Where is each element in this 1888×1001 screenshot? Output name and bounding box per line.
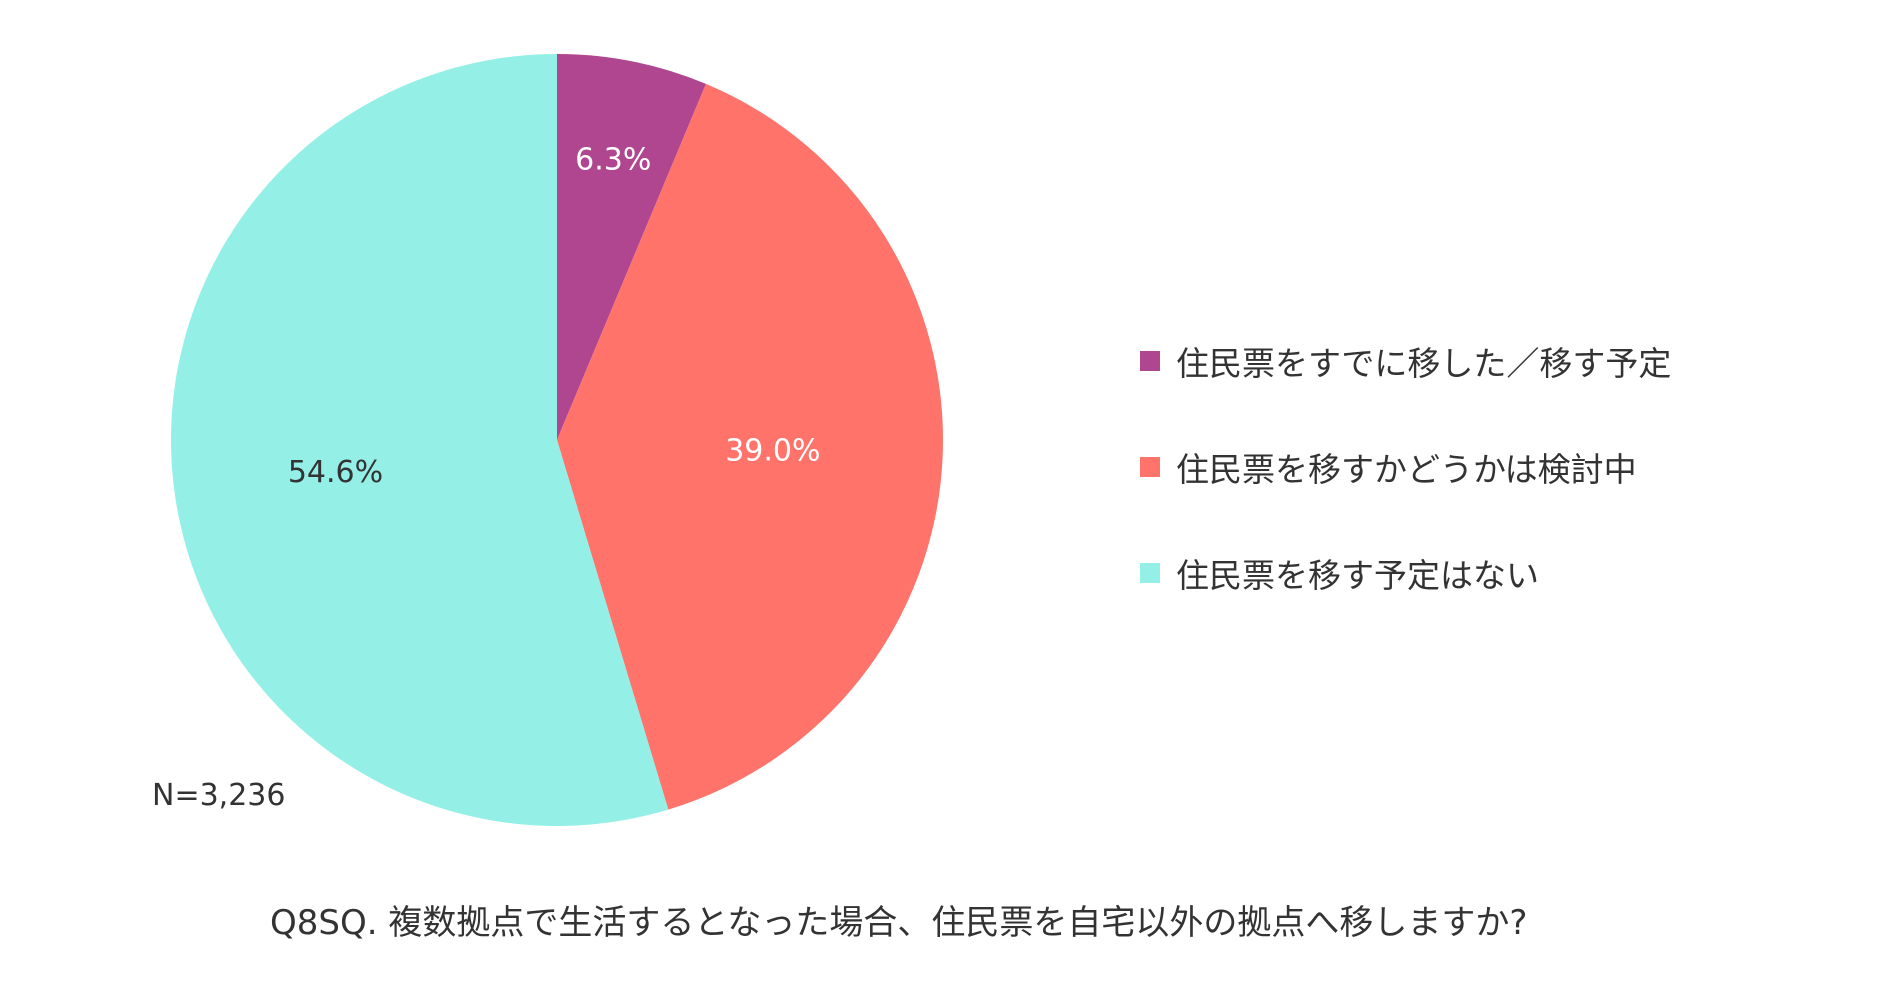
legend-item-no-plan: 住民票を移す予定はない [1140, 552, 1671, 595]
legend-label-considering: 住民票を移すかどうかは検討中 [1176, 450, 1637, 489]
legend-item-moved: 住民票をすでに移した／移す予定 [1140, 340, 1672, 383]
pie-slices [171, 54, 944, 826]
legend-label-moved: 住民票をすでに移した／移す予定 [1176, 344, 1672, 383]
pie-slice-moved [557, 54, 706, 440]
sample-size: N=3,236 [152, 778, 286, 813]
legend-swatch-moved [1140, 351, 1160, 371]
legend-label-no-plan: 住民票を移す予定はない [1176, 556, 1539, 595]
pie-label-no-plan: 54.6% [288, 455, 383, 490]
legend-swatch-no-plan [1140, 563, 1160, 583]
pie-data-labels: 6.3% 39.0% 54.6% [288, 142, 821, 490]
pie-slice-considering [557, 83, 944, 810]
pie-slice-no-plan [171, 54, 669, 826]
legend-swatch-considering [1140, 457, 1160, 477]
legend-item-considering: 住民票を移すかどうかは検討中 [1140, 446, 1671, 489]
pie-label-moved: 6.3% [575, 142, 651, 177]
question-text: Q8SQ. 複数拠点で生活するとなった場合、住民票を自宅以外の拠点へ移しますか? [270, 903, 1528, 943]
pie-label-considering: 39.0% [725, 434, 820, 469]
legend: 住民票をすでに移した／移す予定 住民票を移すかどうかは検討中 住民票を移す予定は… [1140, 340, 1671, 658]
